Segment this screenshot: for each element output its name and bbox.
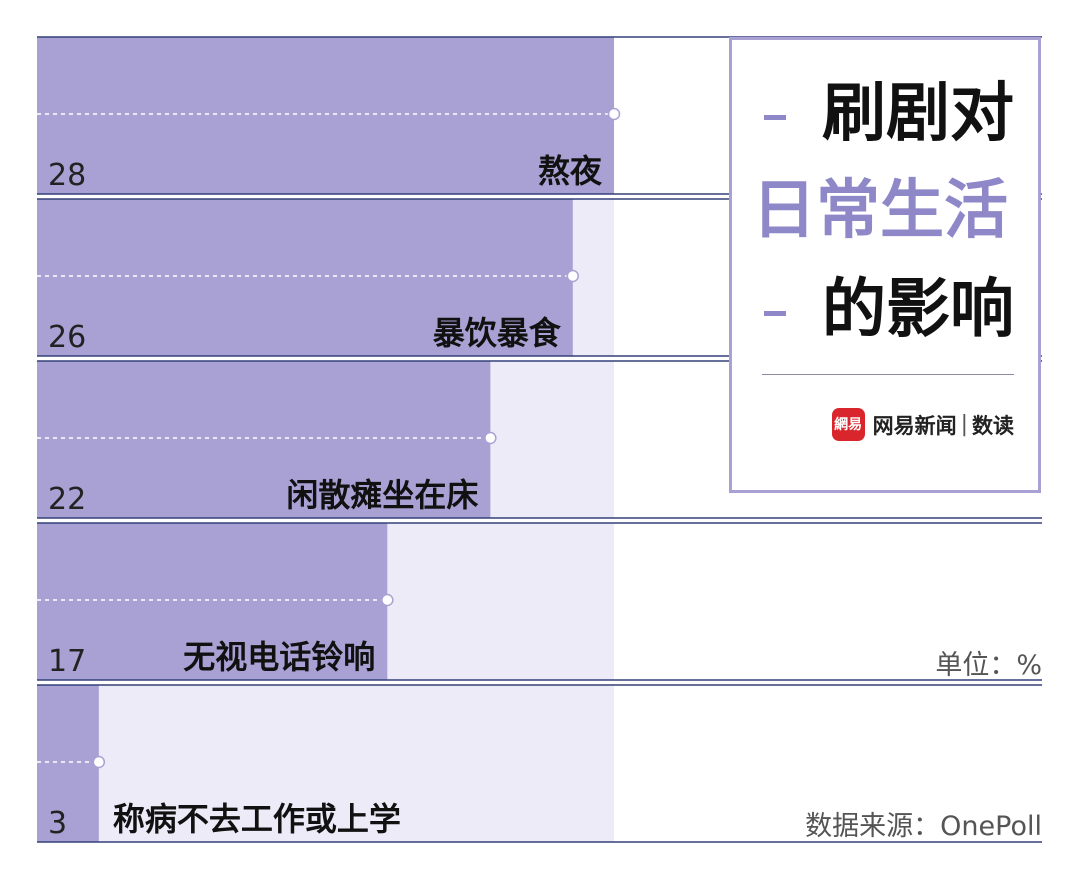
netease-logo-icon: 網易 bbox=[831, 408, 865, 441]
unit-label: 单位：% bbox=[935, 650, 1042, 681]
category-label: 暴饮暴食 bbox=[433, 314, 562, 352]
value-label: 28 bbox=[48, 158, 86, 193]
bar bbox=[37, 37, 614, 194]
title-dash-3 bbox=[764, 311, 786, 316]
title-line-3: 的影响 bbox=[764, 273, 1014, 347]
category-label: 闲散瘫坐在床 bbox=[286, 476, 478, 514]
brand-separator: | bbox=[960, 412, 968, 437]
category-label: 无视电话铃响 bbox=[183, 638, 375, 676]
source-label: 数据来源：OnePoll bbox=[805, 811, 1042, 842]
brand-name: 网易新闻 bbox=[872, 413, 957, 438]
bar-end-point bbox=[92, 755, 106, 769]
bar-end-point bbox=[484, 431, 497, 445]
title-separator bbox=[762, 374, 1014, 375]
category-label: 称病不去工作或上学 bbox=[113, 800, 401, 838]
title-dash-1 bbox=[764, 115, 786, 120]
bar bbox=[37, 523, 388, 680]
value-label: 22 bbox=[48, 482, 86, 517]
title-line-1-text: 刷剧对 bbox=[822, 77, 1014, 151]
title-line-2-text: 日常生活 bbox=[752, 174, 1008, 248]
bar bbox=[37, 685, 99, 842]
bar bbox=[37, 361, 491, 518]
title-box: 刷剧对 日常生活 的影响 網易 网易新闻 | 数读 bbox=[729, 37, 1041, 493]
bar-end-point bbox=[607, 107, 621, 121]
category-label: 熬夜 bbox=[538, 152, 603, 190]
value-label: 17 bbox=[48, 644, 86, 679]
brand: 網易 网易新闻 | 数读 bbox=[831, 408, 1014, 441]
brand-sub: 数读 bbox=[972, 413, 1014, 438]
bar-end-point bbox=[381, 593, 394, 607]
bar-end-point bbox=[566, 269, 580, 283]
title-line-3-text: 的影响 bbox=[822, 273, 1014, 347]
value-label: 3 bbox=[48, 806, 67, 841]
title-line-1: 刷剧对 bbox=[764, 77, 1014, 151]
bar-track bbox=[37, 685, 614, 842]
value-label: 26 bbox=[48, 320, 86, 355]
title-line-2: 日常生活 bbox=[752, 175, 1008, 247]
bar bbox=[37, 199, 573, 356]
